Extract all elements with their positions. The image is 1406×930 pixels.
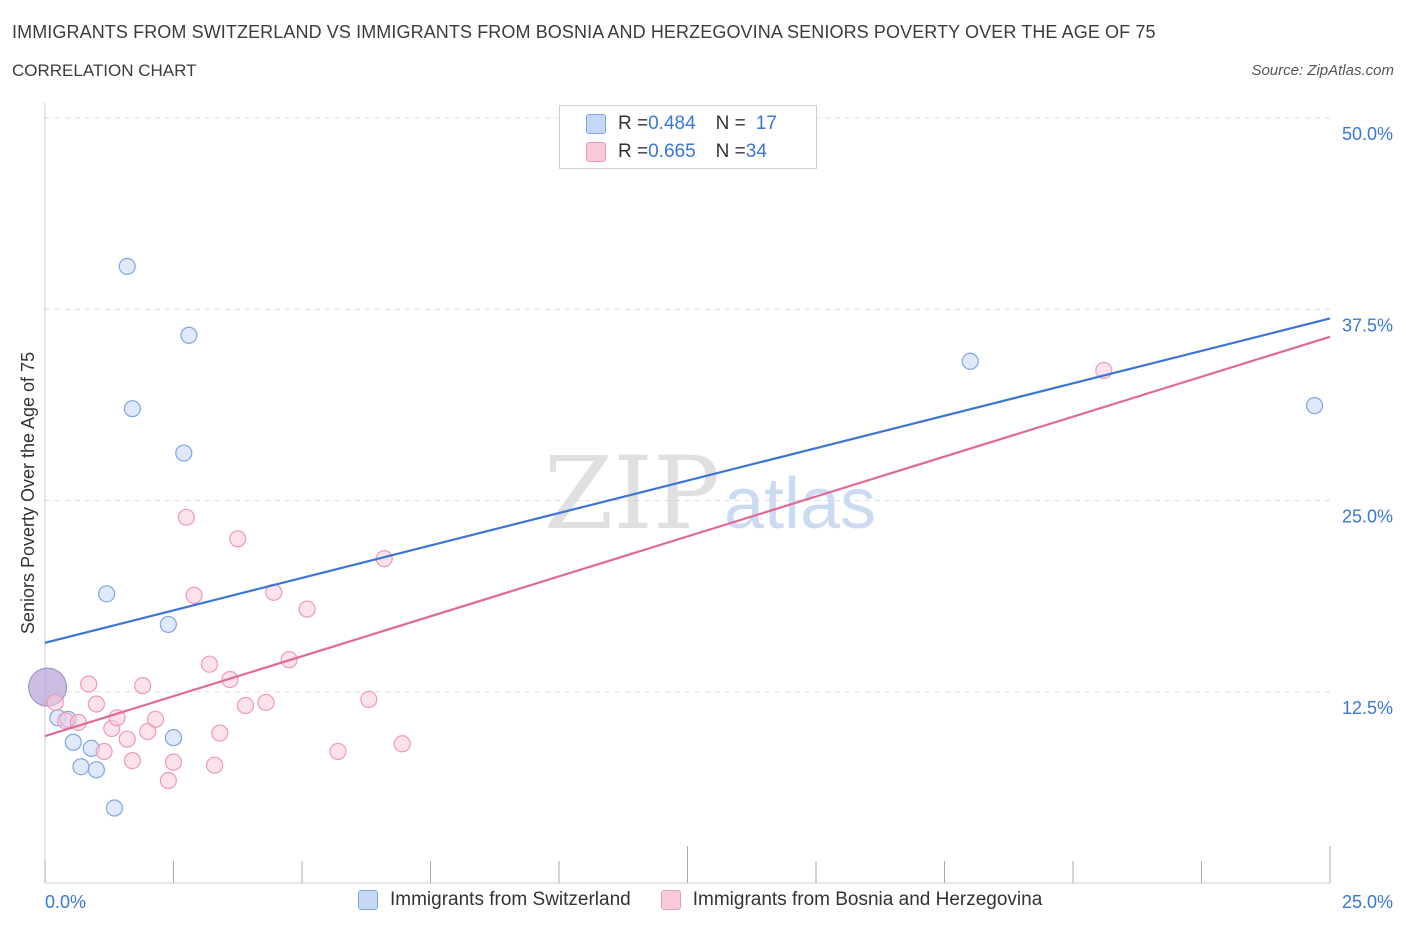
data-point-bosnia (360, 690, 378, 709)
data-point-switzerland (72, 758, 90, 776)
data-point-bosnia (118, 730, 136, 748)
x-tick-label: 25.0% (1342, 892, 1393, 912)
data-point-bosnia (95, 742, 113, 761)
data-point-switzerland (118, 257, 136, 276)
data-point-switzerland (98, 585, 116, 603)
legend-swatch-blue (358, 890, 378, 910)
data-point-switzerland (1305, 397, 1324, 415)
legend-r-label: R = (618, 141, 649, 162)
data-point-switzerland (123, 400, 141, 418)
data-point-switzerland (64, 733, 82, 751)
legend-swatch-blue (586, 114, 606, 134)
watermark-atlas: atlas (724, 464, 876, 544)
data-point-switzerland (164, 729, 183, 747)
legend-swatch-pink (660, 890, 681, 910)
legend-label-bosnia: Immigrants from Bosnia and Herzegovina (692, 889, 1043, 910)
data-point-switzerland (180, 326, 198, 344)
y-tick-label: 37.5% (1342, 315, 1393, 335)
trend-line-bosnia (44, 335, 1331, 738)
trend-line-switzerland (44, 317, 1331, 644)
y-tick-label: 25.0% (1342, 507, 1393, 527)
legend-n-label: N = (715, 141, 746, 162)
data-point-bosnia (298, 600, 316, 618)
legend-n-value: 17 (755, 113, 777, 134)
legend-r-label: R = (618, 113, 649, 134)
trend-lines (44, 317, 1331, 738)
legend-item-bosnia: Immigrants from Bosnia and Herzegovina (660, 889, 1043, 911)
data-point-bosnia (108, 709, 126, 727)
y-tick-label: 12.5% (1342, 698, 1393, 718)
legend-r-value: 0.665 (648, 141, 696, 162)
y-tick-label: 50.0% (1342, 124, 1393, 144)
chart-title: IMMIGRANTS FROM SWITZERLAND VS IMMIGRANT… (12, 22, 1156, 42)
data-point-bosnia (123, 751, 141, 770)
data-point-bosnia (146, 710, 165, 728)
data-point-bosnia (46, 693, 64, 712)
data-points (28, 257, 1324, 817)
legend-row-bosnia: R = 0.665 N = 34 (586, 140, 767, 164)
x-tick-label: 0.0% (45, 892, 86, 912)
series-legend: Immigrants from Switzerland Immigrants f… (358, 889, 1072, 911)
grid-lines (45, 117, 1330, 693)
stats-legend: R = 0.484 N = 17 R = 0.665 N = 34 (559, 105, 817, 169)
data-point-bosnia (87, 695, 106, 713)
legend-swatch-pink (586, 142, 606, 162)
tick-labels: 12.5% 25.0% 37.5% 50.0% 0.0% 25.0% (45, 124, 1393, 912)
data-point-bosnia (177, 508, 195, 526)
data-point-bosnia (159, 771, 177, 790)
data-point-switzerland (87, 761, 106, 779)
data-point-switzerland (961, 352, 979, 370)
legend-n-value: 34 (745, 141, 767, 162)
legend-label-switzerland: Immigrants from Switzerland (390, 889, 631, 910)
legend-r-value: 0.484 (648, 113, 696, 134)
y-axis-label: Seniors Poverty Over the Age of 75 (18, 352, 38, 634)
data-point-bosnia (257, 693, 275, 712)
data-point-bosnia (185, 586, 203, 604)
data-point-bosnia (200, 655, 219, 673)
data-point-switzerland (159, 615, 177, 634)
legend-n-label: N = (715, 113, 746, 134)
axes (44, 103, 1331, 884)
data-point-bosnia (80, 675, 98, 693)
watermark: ZIP atlas (544, 435, 876, 552)
data-point-bosnia (236, 696, 255, 715)
data-point-bosnia (329, 742, 347, 761)
legend-row-switzerland: R = 0.484 N = 17 (586, 112, 777, 136)
legend-item-switzerland: Immigrants from Switzerland (358, 889, 631, 911)
data-point-bosnia (211, 724, 229, 742)
data-point-bosnia (134, 677, 152, 695)
chart-subtitle: CORRELATION CHART (12, 61, 197, 80)
data-point-switzerland (105, 799, 123, 817)
data-point-switzerland (175, 444, 193, 462)
data-point-bosnia (229, 530, 247, 548)
data-point-bosnia (164, 753, 183, 771)
data-point-bosnia (139, 722, 157, 741)
data-point-bosnia (206, 756, 224, 774)
source-note: Source: ZipAtlas.com (1251, 62, 1394, 79)
data-point-bosnia (393, 735, 411, 753)
